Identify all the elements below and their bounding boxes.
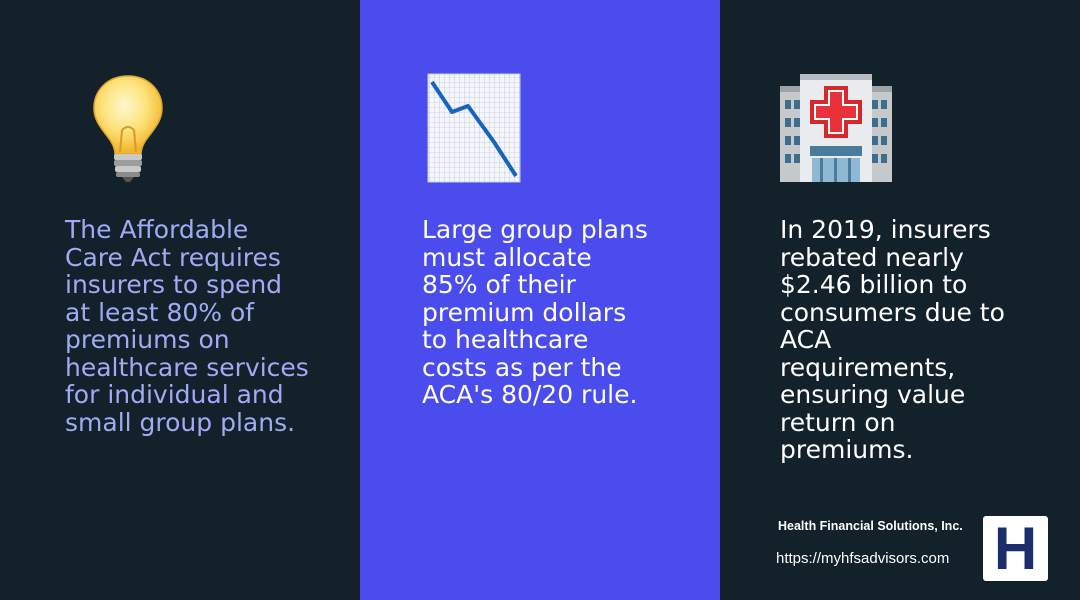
hospital-icon: [780, 72, 892, 188]
panel-large-group: Large group plans must allocate 85% of t…: [360, 0, 720, 600]
panel-rebates: In 2019, insurers rebated nearly $2.46 b…: [720, 0, 1080, 600]
company-logo: H: [983, 516, 1048, 581]
aca-spending-text: The Affordable Care Act requires insurer…: [65, 215, 309, 437]
lightbulb-icon: [88, 72, 168, 188]
panel-aca-spending: The Affordable Care Act requires insurer…: [0, 0, 360, 600]
website-link[interactable]: https://myhfsadvisors.com: [776, 550, 950, 567]
rebates-text: In 2019, insurers rebated nearly $2.46 b…: [780, 215, 1005, 464]
large-group-text: Large group plans must allocate 85% of t…: [422, 215, 648, 409]
company-name: Health Financial Solutions, Inc.: [778, 519, 963, 533]
logo-letter: H: [993, 514, 1038, 582]
chart-decreasing-icon: [424, 72, 524, 188]
